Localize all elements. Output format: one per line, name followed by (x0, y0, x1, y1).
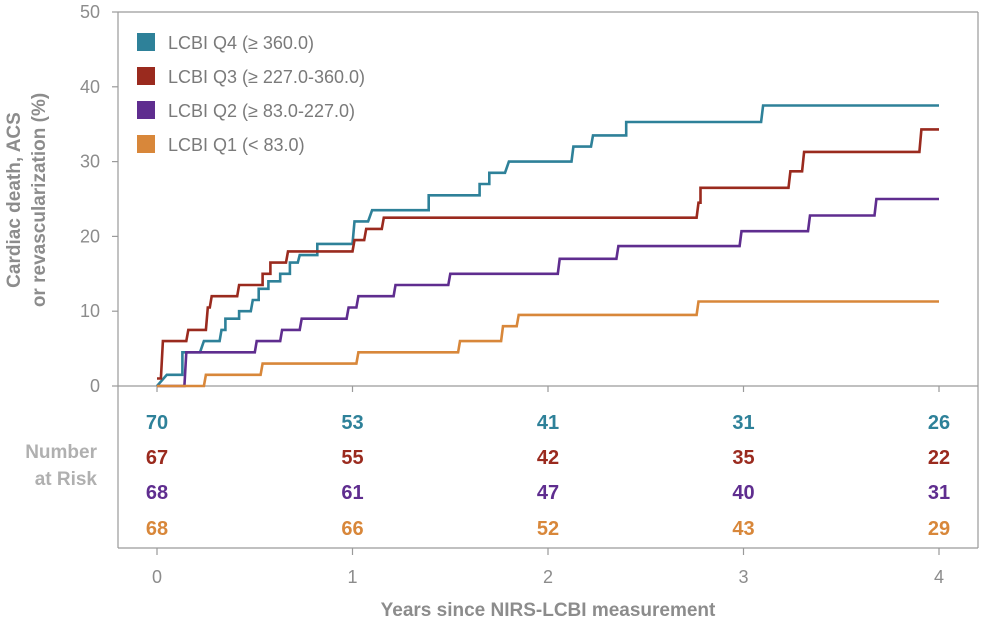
risk-count: 70 (146, 412, 168, 434)
risk-count: 31 (928, 482, 950, 504)
series-line-3 (157, 197, 939, 388)
x-tick-label: 3 (738, 567, 748, 587)
risk-count: 31 (732, 412, 754, 434)
legend-swatch (137, 33, 155, 51)
risk-label-line-2: at Risk (35, 469, 98, 490)
legend-swatch (137, 67, 155, 85)
risk-table: 70 53 41 31 26 67 55 42 35 22 68 61 47 40 31 68 66 52 43 29 (146, 412, 950, 540)
risk-count: 68 (146, 518, 168, 540)
risk-table-label: Number at Risk (25, 442, 97, 490)
legend-label: LCBI Q3 (≥ 227.0-360.0) (168, 67, 365, 87)
x-tick-label: 2 (543, 567, 553, 587)
risk-count: 40 (732, 482, 754, 504)
x-tick-label: 4 (934, 567, 944, 587)
y-tick-label: 10 (80, 301, 100, 321)
y-ticks: 0 10 20 30 40 50 (80, 2, 118, 396)
risk-count: 67 (146, 447, 168, 469)
legend: LCBI Q4 (≥ 360.0) LCBI Q3 (≥ 227.0-360.0)… (137, 33, 365, 155)
risk-count: 55 (341, 447, 363, 469)
risk-count: 22 (928, 447, 950, 469)
x-tick-label: 0 (152, 567, 162, 587)
series-line-1 (156, 104, 939, 387)
x-axis-title: Years since NIRS-LCBI measurement (381, 600, 716, 621)
y-tick-label: 30 (80, 152, 100, 172)
risk-count: 26 (928, 412, 950, 434)
risk-count: 41 (537, 412, 559, 434)
risk-count: 29 (928, 518, 950, 540)
risk-count: 53 (341, 412, 363, 434)
x-tick-label: 1 (347, 567, 357, 587)
y-axis-title-line-2: or revascularization (%) (29, 93, 50, 307)
legend-label: LCBI Q4 (≥ 360.0) (168, 33, 314, 53)
risk-count: 61 (341, 482, 363, 504)
risk-count: 43 (732, 518, 754, 540)
risk-count: 52 (537, 518, 559, 540)
legend-swatch (137, 101, 155, 119)
legend-label: LCBI Q2 (≥ 83.0-227.0) (168, 101, 355, 121)
risk-count: 47 (537, 482, 559, 504)
risk-label-line-1: Number (25, 442, 97, 463)
risk-count: 68 (146, 482, 168, 504)
y-axis-title: Cardiac death, ACS or revascularization … (4, 93, 50, 307)
y-tick-label: 20 (80, 226, 100, 246)
y-tick-label: 40 (80, 77, 100, 97)
series-lines (156, 104, 939, 388)
series-line-4 (157, 300, 939, 388)
series-line-2 (157, 128, 939, 380)
risk-count: 35 (732, 447, 754, 469)
legend-label: LCBI Q1 (< 83.0) (168, 135, 305, 155)
y-axis-title-line-1: Cardiac death, ACS (4, 112, 25, 288)
y-tick-label: 50 (80, 2, 100, 22)
risk-count: 42 (537, 447, 559, 469)
legend-swatch (137, 135, 155, 153)
y-tick-label: 0 (90, 376, 100, 396)
risk-count: 66 (341, 518, 363, 540)
